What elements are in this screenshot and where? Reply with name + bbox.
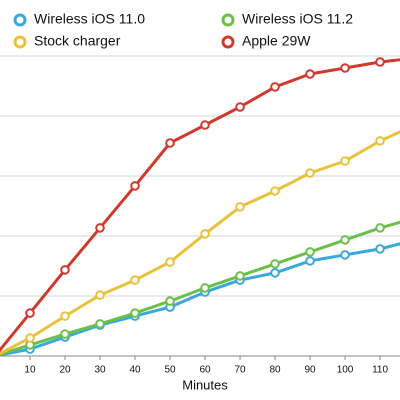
data-point: [235, 202, 245, 212]
data-point: [340, 235, 350, 245]
data-point: [305, 247, 315, 257]
data-point: [375, 223, 385, 233]
data-point: [200, 283, 210, 293]
data-point: [340, 156, 350, 166]
data-point: [165, 138, 175, 148]
data-point: [130, 181, 140, 191]
data-point: [95, 290, 105, 300]
x-tick-label: 50: [164, 365, 176, 376]
legend-label: Wireless iOS 11.0: [34, 11, 145, 27]
x-tick-label: 20: [59, 365, 71, 376]
data-point: [270, 186, 280, 196]
grid: [0, 55, 400, 357]
data-point: [95, 223, 105, 233]
data-point: [375, 136, 385, 146]
x-tick-label: 70: [234, 365, 246, 376]
legend-label: Wireless iOS 11.2: [242, 11, 353, 27]
x-tick-label: 80: [269, 365, 281, 376]
data-point: [200, 229, 210, 239]
x-tick-label: 100: [337, 365, 354, 376]
x-tick-label: 10: [24, 365, 36, 376]
data-point: [95, 319, 105, 329]
legend: Wireless iOS 11.0 Wireless iOS 11.2 Stock …: [13, 11, 353, 49]
data-point: [25, 333, 35, 343]
data-point: [25, 308, 35, 318]
data-point: [165, 296, 175, 306]
data-point: [340, 250, 350, 260]
legend-label: Apple 29W: [242, 33, 311, 49]
data-point: [270, 268, 280, 278]
legend-marker: [221, 35, 235, 49]
data-point: [235, 102, 245, 112]
x-tick-label: 110: [372, 365, 388, 376]
x-tick-label: 30: [94, 365, 106, 376]
data-point: [340, 63, 350, 73]
x-tick-label: 60: [199, 365, 211, 376]
data-point: [305, 168, 315, 178]
data-point: [130, 308, 140, 318]
legend-label: Stock charger: [34, 33, 121, 49]
x-axis: 10 20 30 40 50 60 70 80 90 100 110: [0, 355, 400, 376]
data-point: [305, 256, 315, 266]
data-point: [270, 82, 280, 92]
data-point: [375, 57, 385, 67]
data-point: [375, 244, 385, 254]
x-tick-label: 90: [304, 365, 316, 376]
data-point: [200, 120, 210, 130]
legend-marker: [13, 13, 27, 27]
series-line: [0, 58, 400, 353]
x-tick-label: 40: [129, 365, 141, 376]
data-point: [60, 265, 70, 275]
data-point: [60, 311, 70, 321]
data-point: [130, 275, 140, 285]
data-point: [60, 329, 70, 339]
series-line: [0, 242, 400, 357]
data-point: [305, 69, 315, 79]
data-point: [235, 271, 245, 281]
legend-marker: [13, 35, 27, 49]
x-axis-label: Minutes: [182, 377, 228, 392]
data-point: [270, 259, 280, 269]
plot-area: [0, 57, 400, 357]
legend-marker: [221, 13, 235, 27]
data-point: [165, 257, 175, 267]
